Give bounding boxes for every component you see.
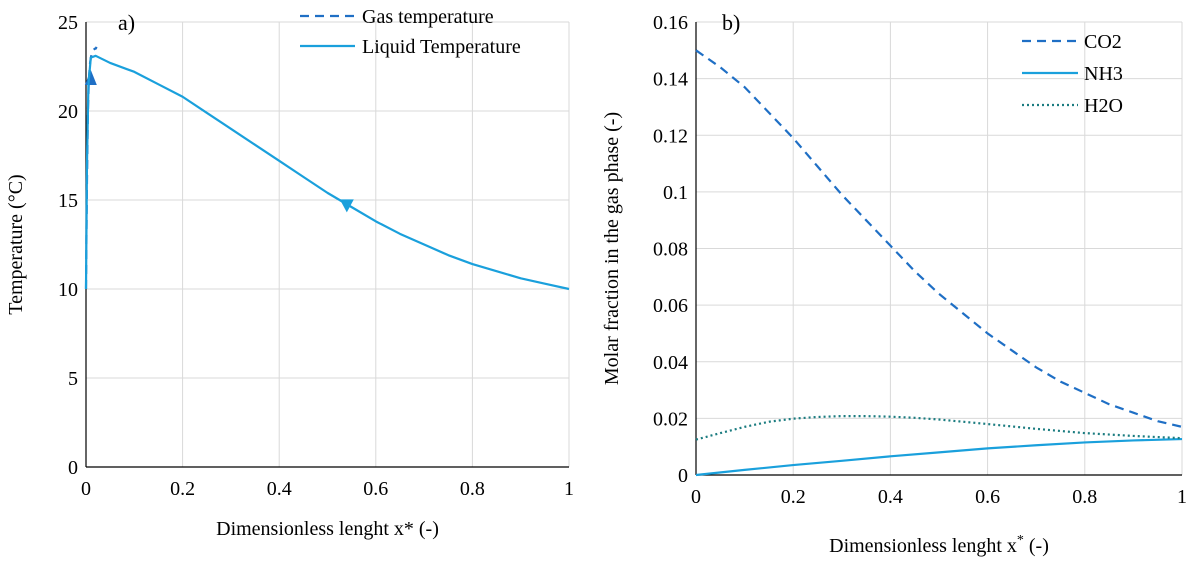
x-tick-label: 0	[81, 478, 91, 500]
y-axis-title: Molar fraction in the gas phase (-)	[601, 112, 623, 385]
x-tick-label: 1	[1177, 486, 1187, 508]
y-tick-label: 20	[58, 101, 78, 123]
y-axis-title: Temperature (°C)	[5, 174, 27, 314]
y-tick-label: 0	[68, 457, 78, 479]
series-line-nh3	[695, 437, 1183, 477]
x-tick-label: 0.8	[460, 478, 485, 500]
y-tick-label: 0.02	[653, 408, 688, 430]
series-line-liquid-temperature	[84, 54, 570, 291]
y-tick-label: 25	[58, 12, 78, 34]
y-tick-label: 5	[68, 368, 78, 390]
x-axis-title: Dimensionless lenght x* (-)	[216, 518, 439, 540]
flow-direction-arrow	[339, 199, 354, 213]
x-tick-label: 0.4	[878, 486, 903, 508]
y-tick-label: 15	[58, 190, 78, 212]
x-axis-title: Dimensionless lenght x* (-)	[829, 533, 1049, 557]
x-tick-label: 1	[564, 478, 574, 500]
legend-label: CO2	[1084, 31, 1122, 53]
panel-b-molar-fraction-chart: 0 0.2 0.4 0.6 0.8 1 0 0.02 0.04 0.06 0.08 0.1 0.12 0.…	[601, 10, 1187, 557]
legend-label: Gas temperature	[362, 6, 494, 28]
x-tick-label: 0.6	[363, 478, 388, 500]
x-tick-label: 0.6	[975, 486, 1000, 508]
y-tick-label: 10	[58, 279, 78, 301]
legend-label: NH3	[1084, 63, 1123, 85]
series-line-h2o	[695, 415, 1183, 441]
panel-label: a)	[118, 10, 135, 35]
y-tick-label: 0.04	[653, 352, 688, 374]
y-tick-label: 0.08	[653, 239, 688, 261]
legend-label: H2O	[1084, 95, 1123, 117]
y-tick-label: 0.1	[663, 182, 688, 204]
x-tick-label: 0.8	[1072, 486, 1097, 508]
y-tick-label: 0.06	[653, 295, 688, 317]
legend-label: Liquid Temperature	[362, 36, 521, 58]
y-tick-label: 0.14	[653, 69, 688, 91]
y-tick-label: 0.12	[653, 125, 688, 147]
flow-direction-arrow	[84, 69, 97, 85]
panel-label: b)	[722, 10, 740, 35]
y-tick-label: 0.16	[653, 12, 688, 34]
x-tick-label: 0	[691, 486, 701, 508]
x-tick-label: 0.4	[267, 478, 292, 500]
x-tick-label: 0.2	[781, 486, 806, 508]
x-tick-label: 0.2	[170, 478, 195, 500]
y-tick-label: 0	[678, 465, 688, 487]
series-line-co2	[695, 49, 1183, 428]
